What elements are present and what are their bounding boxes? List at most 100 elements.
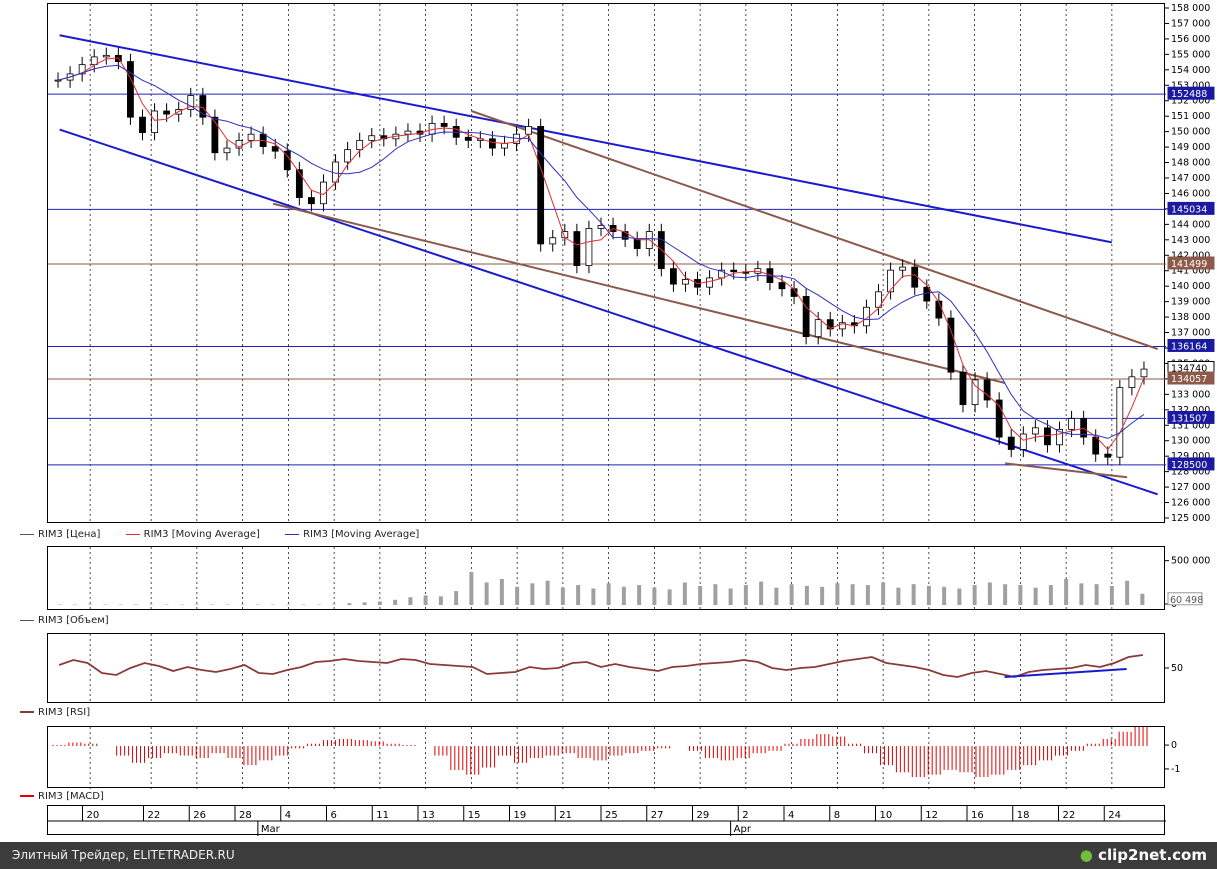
trend-line [59, 34, 1113, 244]
candle-body [54, 79, 62, 82]
price-label-box [1167, 86, 1215, 100]
volume-bar [560, 587, 565, 605]
volume-bar [377, 601, 382, 605]
volume-bar [942, 586, 947, 605]
date-tick-label: 22 [1063, 810, 1076, 821]
y-tick-label: 153 000 [1171, 80, 1210, 91]
candle-body [1116, 387, 1124, 458]
price-label-text: 134740 [1171, 363, 1207, 374]
candle-body [525, 126, 533, 135]
date-tick-label: 27 [651, 810, 664, 821]
y-tick-label: 143 000 [1171, 235, 1210, 246]
date-tick-label: 24 [1108, 810, 1121, 821]
candle-body [1104, 453, 1112, 458]
y-tick-label: 148 000 [1171, 158, 1210, 169]
price-label-box [1167, 410, 1215, 424]
date-tick-label: 4 [285, 810, 291, 821]
clip2net-logo: ● clip2net.com [1079, 846, 1207, 864]
candle-body [127, 61, 134, 118]
candle-body [959, 371, 967, 406]
y-tick-label: 130 000 [1171, 436, 1210, 447]
volume-bar [987, 582, 992, 605]
date-tick-label: 19 [514, 810, 527, 821]
candle-body [1092, 436, 1100, 455]
candle-body [404, 130, 412, 135]
price-chart-svg [48, 4, 1166, 524]
y-tick-label: 0 [1171, 740, 1177, 751]
y-tick-label: 127 000 [1171, 482, 1210, 493]
volume-bar [835, 583, 840, 605]
candle-body [1068, 418, 1075, 430]
candle-body [633, 238, 641, 249]
price-label-box [1167, 371, 1215, 385]
candle-body [344, 149, 352, 163]
volume-bar [621, 586, 626, 605]
trend-line [1005, 462, 1128, 479]
date-axis-svg: 20 22 26 28 4 6 11 13 15 19 21 25 27 29 2 4 8 10 12 16 18 22 2… [48, 806, 1166, 836]
candle-body [935, 300, 943, 319]
candle-body [585, 228, 593, 266]
volume-bar [606, 583, 611, 605]
candle-body [983, 379, 991, 401]
candle-body [838, 322, 846, 330]
ma-red-line [57, 57, 1145, 451]
candle-body [308, 197, 315, 205]
volume-bar [698, 585, 703, 605]
month-label: Apr [734, 824, 752, 835]
date-tick-label: 21 [559, 810, 572, 821]
volume-bar [728, 588, 733, 605]
volume-bar [713, 584, 718, 605]
y-tick-label: 137 000 [1171, 328, 1210, 339]
candle-body [1056, 428, 1063, 446]
candle-body [1128, 376, 1136, 389]
candle-body [187, 95, 195, 110]
y-tick-label: 144 000 [1171, 219, 1210, 230]
date-tick-label: 26 [193, 810, 206, 821]
y-tick-label: -1 [1171, 764, 1180, 775]
y-tick-label: 154 000 [1171, 65, 1210, 76]
volume-bar [499, 579, 504, 605]
volume-bar [1018, 585, 1023, 605]
price-label-box [1167, 457, 1215, 471]
candle-body [730, 269, 738, 273]
footer-bar: Элитный Трейдер, ELITETRADER.RU ● clip2n… [0, 842, 1217, 869]
volume-bar [957, 588, 962, 605]
legend-item-price: RIM3 [Цена] [20, 529, 100, 540]
candle-body [995, 399, 1003, 438]
candle-body [90, 56, 98, 66]
date-tick-label: 15 [468, 810, 481, 821]
volume-bar [515, 586, 520, 605]
volume-bar [926, 585, 931, 605]
volume-bar [682, 582, 687, 605]
volume-legend: RIM3 [Объем] [20, 615, 131, 626]
y-tick-label: 132 000 [1171, 405, 1210, 416]
volume-bar [576, 585, 581, 605]
y-tick-label: 156 000 [1171, 34, 1210, 45]
volume-bar [774, 587, 779, 605]
y-tick-label: 147 000 [1171, 173, 1210, 184]
volume-bar [362, 602, 367, 605]
trend-line [59, 128, 1158, 496]
volume-bar [393, 599, 398, 605]
date-tick-label: 29 [697, 810, 710, 821]
volume-bar [1048, 585, 1053, 605]
volume-last-box [1167, 592, 1203, 606]
price-label-text: 152488 [1171, 89, 1207, 100]
y-tick-label: 125 000 [1171, 513, 1210, 524]
candle-body [271, 146, 279, 152]
date-tick-label: 13 [422, 810, 435, 821]
legend-item-ma-red: RIM3 [Moving Average] [125, 529, 260, 540]
price-panel [47, 3, 1166, 524]
y-tick-label: 139 000 [1171, 297, 1210, 308]
volume-chart-svg [57, 547, 1145, 611]
candle-body [621, 231, 629, 240]
candle-body [235, 139, 243, 149]
volume-bar [896, 587, 901, 605]
rsi-trend-line [1004, 668, 1127, 678]
volume-bar [484, 582, 489, 605]
volume-bar [545, 580, 550, 605]
volume-bar [1003, 584, 1008, 605]
price-label-text: 134057 [1171, 374, 1207, 385]
macd-panel [47, 726, 1165, 789]
